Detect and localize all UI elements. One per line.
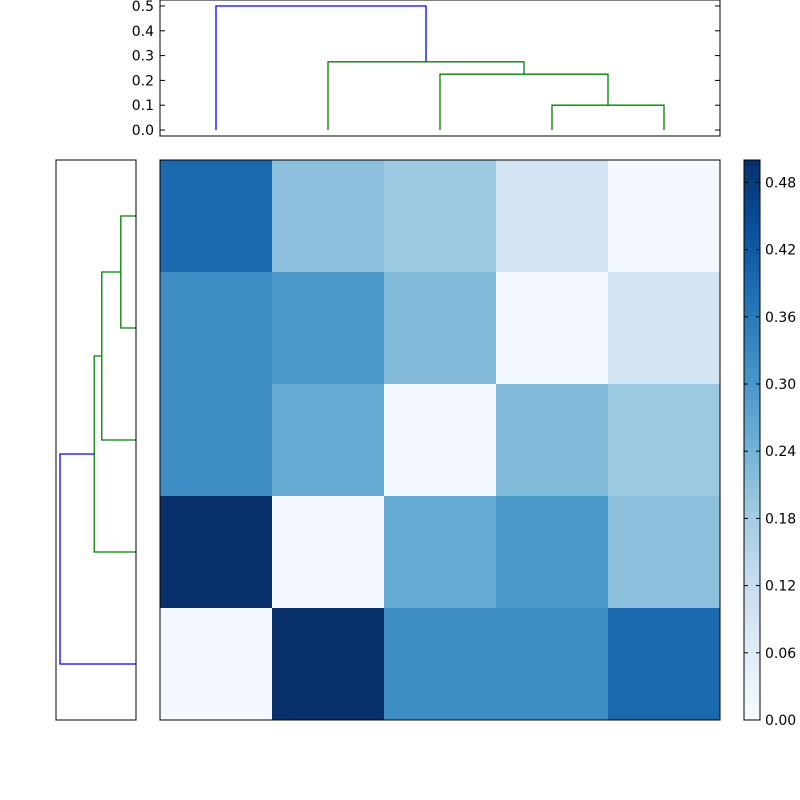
heatmap-cell — [160, 384, 273, 497]
colorbar-tick-label: 0.18 — [765, 511, 796, 527]
top-dendrogram-link — [327, 61, 525, 130]
heatmap-cell — [496, 496, 609, 609]
top-dendrogram-tick-label: 0.3 — [132, 49, 154, 65]
heatmap-cell — [496, 160, 609, 273]
colorbar-tick-label: 0.30 — [765, 377, 796, 393]
heatmap-cell — [496, 272, 609, 385]
left-dendrogram-link — [101, 271, 136, 441]
colorbar-tick-label: 0.12 — [765, 579, 796, 595]
top-dendrogram-tick-label: 0.0 — [132, 123, 154, 139]
colorbar-tick-label: 0.06 — [765, 646, 796, 662]
heatmap-cell — [608, 160, 721, 273]
heatmap-cell — [496, 384, 609, 497]
heatmap-cell — [608, 608, 721, 721]
colorbar-frame — [743, 159, 761, 721]
heatmap-cell — [384, 272, 497, 385]
heatmap-cell — [608, 384, 721, 497]
heatmap-cell — [272, 384, 385, 497]
heatmap-cell — [384, 384, 497, 497]
left-dendrogram-frame — [55, 159, 137, 721]
colorbar-tick-label: 0.48 — [765, 175, 796, 191]
colorbar: 0.00 0.06 0.12 0.18 0.24 0.30 0.36 0.42 0.48 — [743, 159, 796, 729]
heatmap-cell — [608, 272, 721, 385]
left-dendrogram-link — [59, 453, 136, 665]
top-dendrogram-tick-label: 0.2 — [132, 73, 154, 89]
colorbar-tick-label: 0.00 — [765, 713, 796, 729]
top-dendrogram-frame — [159, 0, 721, 137]
heatmap-cell — [160, 272, 273, 385]
colorbar-gradient — [744, 160, 760, 720]
heatmap-cell — [272, 608, 385, 721]
left-dendrogram-link — [93, 355, 136, 553]
heatmap-cell — [160, 496, 273, 609]
heatmap-cell — [160, 160, 273, 273]
heatmap-cell — [608, 496, 721, 609]
colorbar-tick-label: 0.24 — [765, 444, 796, 460]
colorbar-tick-label: 0.42 — [765, 243, 796, 259]
colorbar-tick-label: 0.36 — [765, 310, 796, 326]
heatmap-frame — [159, 159, 721, 721]
heatmap-cell — [272, 496, 385, 609]
heatmap-cell — [160, 608, 273, 721]
heatmap-cell — [496, 608, 609, 721]
top-dendrogram-tick-label: 0.5 — [132, 0, 154, 15]
heatmap-cell — [384, 496, 497, 609]
top-dendrogram-link — [551, 104, 665, 130]
heatmap — [159, 159, 721, 721]
heatmap-cell — [384, 160, 497, 273]
top-dendrogram-link — [215, 5, 427, 130]
top-dendrogram-link — [439, 73, 609, 130]
heatmap-cell — [272, 160, 385, 273]
heatmap-cell — [384, 608, 497, 721]
left-dendrogram-link — [120, 215, 136, 329]
heatmap-cell — [272, 272, 385, 385]
left-dendrogram — [55, 159, 137, 721]
top-dendrogram-tick-label: 0.4 — [132, 24, 154, 40]
top-dendrogram-tick-label: 0.1 — [132, 98, 154, 114]
top-dendrogram: 0.0 0.1 0.2 0.3 0.4 0.5 — [132, 0, 721, 139]
